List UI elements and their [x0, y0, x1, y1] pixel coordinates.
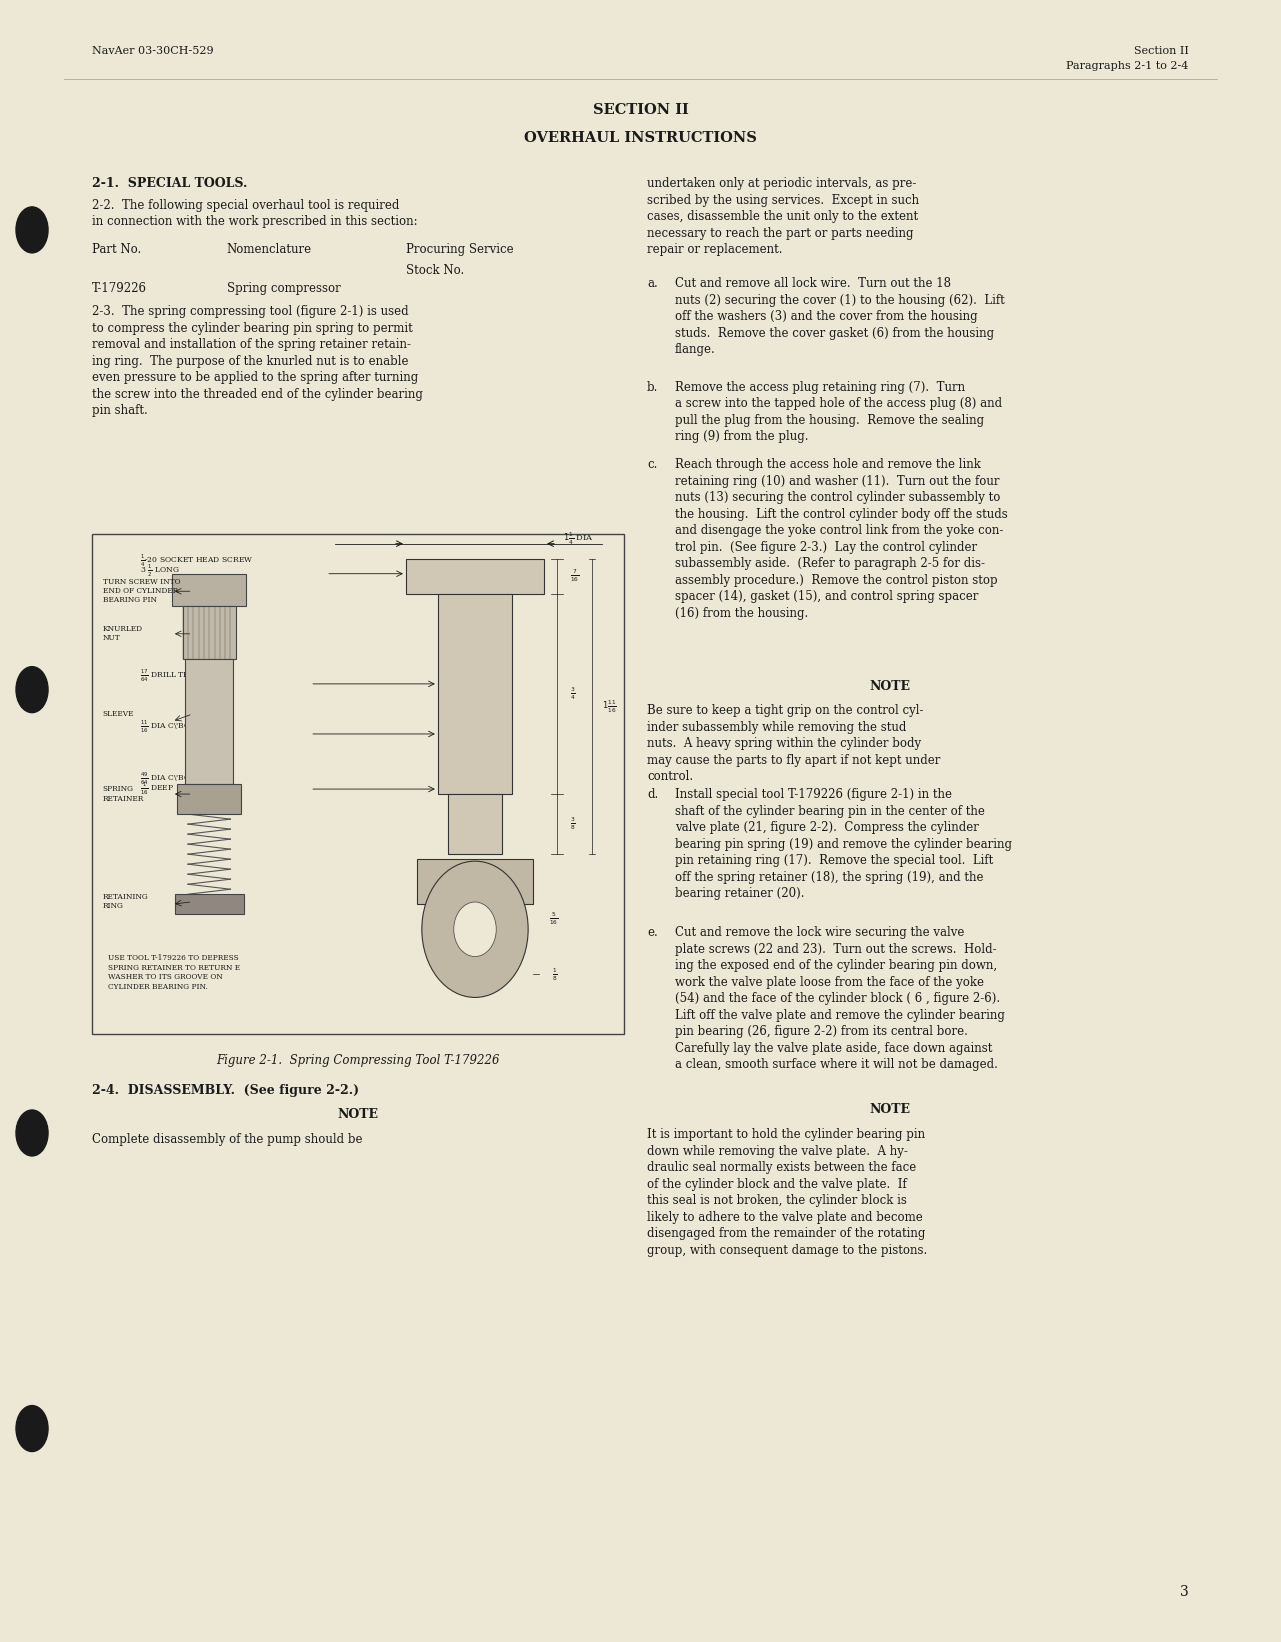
Text: Install special tool T-179226 (figure 2-1) in the
shaft of the cylinder bearing : Install special tool T-179226 (figure 2-…	[675, 788, 1012, 900]
Text: SPRING
RETAINER: SPRING RETAINER	[102, 785, 145, 803]
Text: 2-4.  DISASSEMBLY.  (See figure 2-2.): 2-4. DISASSEMBLY. (See figure 2-2.)	[92, 1084, 360, 1097]
Text: 3 $\frac{1}{2}$ LONG: 3 $\frac{1}{2}$ LONG	[140, 563, 179, 580]
Text: KNURLED
NUT: KNURLED NUT	[102, 626, 143, 642]
Bar	[183, 606, 236, 658]
Text: $\frac{1}{8}$: $\frac{1}{8}$	[552, 965, 557, 982]
Text: Spring compressor: Spring compressor	[227, 282, 341, 296]
Circle shape	[421, 860, 528, 997]
Text: Paragraphs 2-1 to 2-4: Paragraphs 2-1 to 2-4	[1066, 61, 1189, 71]
Text: a.: a.	[647, 277, 657, 291]
Text: NOTE: NOTE	[337, 1108, 379, 1121]
Text: NOTE: NOTE	[870, 680, 911, 693]
Text: e.: e.	[647, 926, 657, 939]
Circle shape	[453, 901, 496, 957]
Text: 2-2.  The following special overhaul tool is required
in connection with the wor: 2-2. The following special overhaul tool…	[92, 199, 418, 228]
Bar	[186, 658, 233, 785]
Text: $\frac{7}{16}$: $\frac{7}{16}$	[570, 568, 579, 585]
Bar	[172, 573, 246, 606]
Text: OVERHAUL INSTRUCTIONS: OVERHAUL INSTRUCTIONS	[524, 131, 757, 146]
Text: $\frac{5}{16}$: $\frac{5}{16}$	[550, 911, 559, 928]
Text: Reach through the access hole and remove the link
retaining ring (10) and washer: Reach through the access hole and remove…	[675, 458, 1008, 619]
FancyBboxPatch shape	[92, 534, 624, 1034]
Text: c.: c.	[647, 458, 657, 471]
Text: SECTION II: SECTION II	[593, 103, 688, 118]
Text: $\frac{17}{64}$ DRILL THRU: $\frac{17}{64}$ DRILL THRU	[140, 668, 204, 685]
Bar	[406, 558, 544, 594]
Text: 2-3.  The spring compressing tool (figure 2-1) is used
to compress the cylinder : 2-3. The spring compressing tool (figure…	[92, 305, 423, 417]
Bar	[416, 859, 533, 905]
Text: Nomenclature: Nomenclature	[227, 243, 311, 256]
Text: NavAer 03-30CH-529: NavAer 03-30CH-529	[92, 46, 214, 56]
Ellipse shape	[15, 207, 49, 253]
Text: NOTE: NOTE	[870, 1103, 911, 1117]
Bar	[438, 594, 512, 795]
Text: d.: d.	[647, 788, 658, 801]
Ellipse shape	[15, 1406, 49, 1452]
Text: Section II: Section II	[1134, 46, 1189, 56]
Text: SLEEVE: SLEEVE	[102, 709, 135, 718]
Text: b.: b.	[647, 381, 658, 394]
Text: Cut and remove all lock wire.  Turn out the 18
nuts (2) securing the cover (1) t: Cut and remove all lock wire. Turn out t…	[675, 277, 1004, 356]
Text: It is important to hold the cylinder bearing pin
down while removing the valve p: It is important to hold the cylinder bea…	[647, 1128, 927, 1256]
Text: Complete disassembly of the pump should be: Complete disassembly of the pump should …	[92, 1133, 363, 1146]
Text: TURN SCREW INTO
END OF CYLINDER
BEARING PIN: TURN SCREW INTO END OF CYLINDER BEARING …	[102, 578, 181, 604]
Text: $1\frac{11}{16}$: $1\frac{11}{16}$	[602, 698, 616, 714]
Bar	[177, 785, 241, 814]
Text: $\frac{11}{16}$ DIA C\'BORE: $\frac{11}{16}$ DIA C\'BORE	[140, 718, 202, 734]
Text: undertaken only at periodic intervals, as pre-
scribed by the using services.  E: undertaken only at periodic intervals, a…	[647, 177, 918, 256]
Text: $\frac{49}{64}$ DIA C\'BORE: $\frac{49}{64}$ DIA C\'BORE	[140, 772, 202, 787]
Text: 2-1.  SPECIAL TOOLS.: 2-1. SPECIAL TOOLS.	[92, 177, 247, 190]
Bar	[448, 795, 502, 854]
Text: Procuring Service: Procuring Service	[406, 243, 514, 256]
Text: T-179226: T-179226	[92, 282, 147, 296]
Text: $\frac{3}{8}$: $\frac{3}{8}$	[570, 816, 575, 832]
Text: Remove the access plug retaining ring (7).  Turn
a screw into the tapped hole of: Remove the access plug retaining ring (7…	[675, 381, 1002, 443]
Text: Part No.: Part No.	[92, 243, 141, 256]
Text: Be sure to keep a tight grip on the control cyl-
inder subassembly while removin: Be sure to keep a tight grip on the cont…	[647, 704, 940, 783]
Text: $\frac{3}{4}$: $\frac{3}{4}$	[570, 686, 575, 703]
Text: $\frac{1}{4}$-20 SOCKET HEAD SCREW: $\frac{1}{4}$-20 SOCKET HEAD SCREW	[140, 553, 254, 570]
Text: RETAINING
RING: RETAINING RING	[102, 893, 149, 910]
Text: Figure 2-1.  Spring Compressing Tool T-179226: Figure 2-1. Spring Compressing Tool T-17…	[216, 1054, 500, 1067]
Ellipse shape	[15, 1110, 49, 1156]
Text: $1\frac{1}{4}$ DIA: $1\frac{1}{4}$ DIA	[564, 530, 594, 547]
Ellipse shape	[15, 667, 49, 713]
Text: Cut and remove the lock wire securing the valve
plate screws (22 and 23).  Turn : Cut and remove the lock wire securing th…	[675, 926, 1006, 1071]
Text: $\frac{1}{16}$ DEEP: $\frac{1}{16}$ DEEP	[140, 782, 174, 796]
Bar	[174, 895, 243, 915]
Text: Stock No.: Stock No.	[406, 264, 464, 277]
Text: USE TOOL T-179226 TO DEPRESS
SPRING RETAINER TO RETURN E
WASHER TO ITS GROOVE ON: USE TOOL T-179226 TO DEPRESS SPRING RETA…	[108, 954, 241, 990]
Text: 3: 3	[1180, 1585, 1189, 1599]
